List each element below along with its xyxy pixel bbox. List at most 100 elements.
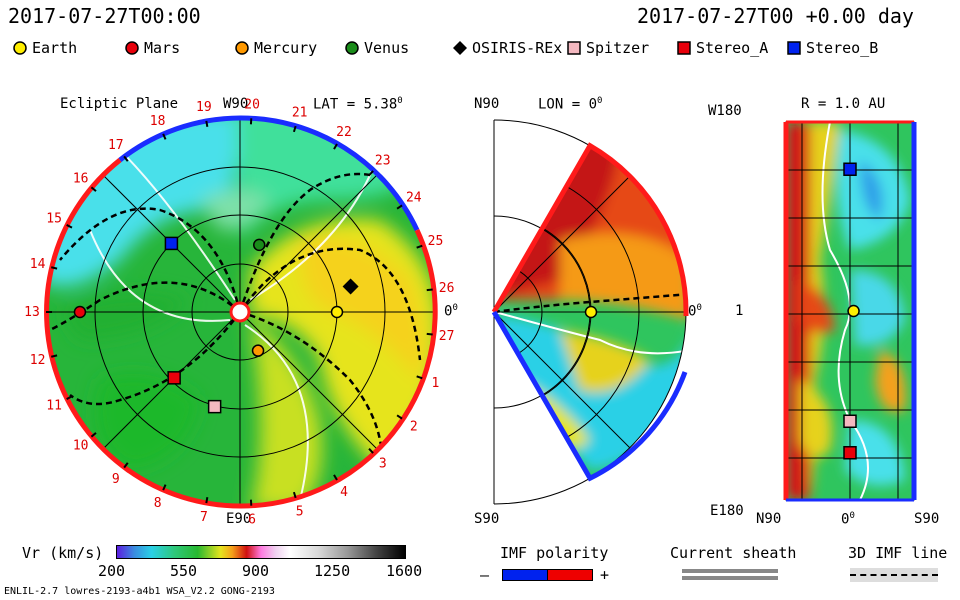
- footer-model-info: ENLIL-2.7 lowres-2193-a4b1 WSA_V2.2 GONG…: [4, 586, 275, 597]
- meridional-bottom-label: S90: [474, 511, 500, 527]
- header-run-time: 2017-07-27T00 +0.00 day: [637, 4, 914, 28]
- legend-label: Mercury: [254, 39, 318, 57]
- carrington-tick-mark: [162, 484, 167, 491]
- ecliptic-right-label: 00: [444, 303, 458, 320]
- body-mars: [73, 305, 87, 319]
- carrington-tick-mark: [66, 224, 73, 229]
- carrington-tick-mark: [426, 332, 433, 336]
- carrington-tick-label: 17: [108, 138, 124, 153]
- radius-y-mid: 1: [735, 303, 744, 319]
- legend-item-mars: Mars: [124, 39, 180, 57]
- meridional-right-label: 00: [688, 303, 702, 320]
- body-venus: [253, 238, 266, 252]
- carrington-tick-label: 18: [150, 114, 166, 129]
- body-earth: [330, 305, 344, 319]
- carrington-tick-mark: [426, 288, 433, 292]
- legend-label: Earth: [32, 39, 78, 57]
- imf-polarity-label: IMF polarity: [500, 544, 609, 562]
- carrington-tick-mark: [162, 133, 167, 140]
- carrington-tick-label: 20: [244, 97, 260, 112]
- square-marker-icon: [567, 41, 581, 55]
- circle-marker-icon: [13, 41, 27, 55]
- radius-r-label: R = 1.0 AU: [801, 96, 886, 112]
- carrington-tick-mark: [50, 354, 58, 358]
- legend-item-osiris-rex: OSIRIS-REx: [452, 39, 562, 57]
- colorbar-label: Vr (km/s): [22, 544, 104, 562]
- carrington-tick-label: 4: [340, 485, 348, 500]
- imf-line-label: 3D IMF line: [848, 544, 948, 562]
- legend-label: Stereo_A: [696, 39, 769, 57]
- carrington-tick-label: 5: [296, 504, 304, 519]
- circle-marker-icon: [235, 41, 249, 55]
- body-mercury: [251, 344, 265, 357]
- carrington-tick-label: 14: [30, 257, 46, 272]
- current-sheath-label: Current sheath: [670, 544, 797, 562]
- carrington-tick-mark: [123, 155, 129, 162]
- carrington-tick-mark: [416, 244, 423, 249]
- ecliptic-title: Ecliptic Plane: [60, 96, 179, 112]
- diamond-marker-icon: [453, 41, 467, 55]
- carrington-tick-label: 8: [154, 496, 162, 511]
- colorbar-tick-label: 1250: [314, 562, 351, 580]
- legend-item-stereo-b: Stereo_B: [786, 39, 878, 57]
- ecliptic-bottom-label: E90: [226, 511, 252, 527]
- ecliptic-lat-label: LAT = 5.380: [313, 96, 403, 113]
- carrington-tick-mark: [66, 395, 73, 400]
- legend-item-spitzer: Spitzer: [566, 39, 649, 57]
- radius-bodies: [843, 162, 860, 460]
- carrington-tick-label: 13: [24, 305, 40, 320]
- carrington-tick-mark: [123, 462, 129, 469]
- carrington-tick-label: 16: [73, 171, 89, 186]
- body-earth: [847, 304, 860, 318]
- carrington-tick-label: 26: [439, 281, 455, 296]
- current-sheath-line-2: [682, 576, 778, 580]
- carrington-tick-mark: [205, 496, 209, 504]
- colorbar-tick-label: 1600: [386, 562, 423, 580]
- radius-y-bottom: E180: [710, 503, 744, 519]
- carrington-tick-mark: [416, 375, 423, 380]
- imf-minus: –: [480, 566, 490, 584]
- carrington-tick-label: 15: [46, 212, 62, 227]
- carrington-tick-label: 7: [200, 510, 208, 525]
- imf-negative-swatch: [502, 569, 548, 581]
- radius-x-right: S90: [914, 511, 940, 527]
- body-spitzer: [207, 399, 222, 414]
- carrington-tick-mark: [90, 186, 97, 192]
- carrington-tick-mark: [368, 448, 374, 454]
- carrington-tick-mark: [396, 414, 403, 420]
- carrington-tick-mark: [292, 125, 297, 133]
- carrington-tick-label: 21: [292, 106, 308, 121]
- ecliptic-bodies: [73, 236, 359, 414]
- square-marker-icon: [787, 41, 801, 55]
- body-stereo-b: [843, 162, 857, 176]
- body-stereo-a: [167, 371, 181, 385]
- legend-label: Spitzer: [586, 39, 650, 57]
- square-marker-icon: [677, 41, 691, 55]
- carrington-tick-mark: [292, 491, 297, 499]
- carrington-tick-label: 24: [406, 191, 422, 206]
- radius-y-top: W180: [708, 103, 742, 119]
- meridional-top-label: N90: [474, 96, 500, 112]
- body-osiris-rex: [342, 278, 359, 295]
- carrington-tick-mark: [333, 474, 338, 481]
- legend-label: OSIRIS-REx: [472, 39, 563, 57]
- meridional-lon-label: LON = 00: [538, 96, 603, 113]
- imf-positive-swatch: [547, 569, 593, 581]
- carrington-tick-label: 3: [379, 456, 387, 471]
- carrington-tick-label: 19: [196, 100, 212, 115]
- current-sheath-line-1: [682, 569, 778, 573]
- radius-x-mid: 00: [841, 511, 855, 528]
- legend-item-earth: Earth: [12, 39, 77, 57]
- carrington-tick-label: 11: [46, 398, 62, 413]
- carrington-tick-label: 1: [432, 376, 440, 391]
- legend-label: Mars: [144, 39, 181, 57]
- imf-plus: +: [600, 566, 610, 584]
- legend-label: Venus: [364, 39, 410, 57]
- imf-line-sample: [850, 574, 938, 576]
- body-earth: [584, 305, 598, 319]
- carrington-tick-mark: [90, 432, 97, 438]
- body-stereo-b: [164, 236, 179, 251]
- carrington-ticks: 19 20212223242526271234567891011121314151…: [24, 97, 454, 527]
- carrington-tick-label: 12: [30, 353, 46, 368]
